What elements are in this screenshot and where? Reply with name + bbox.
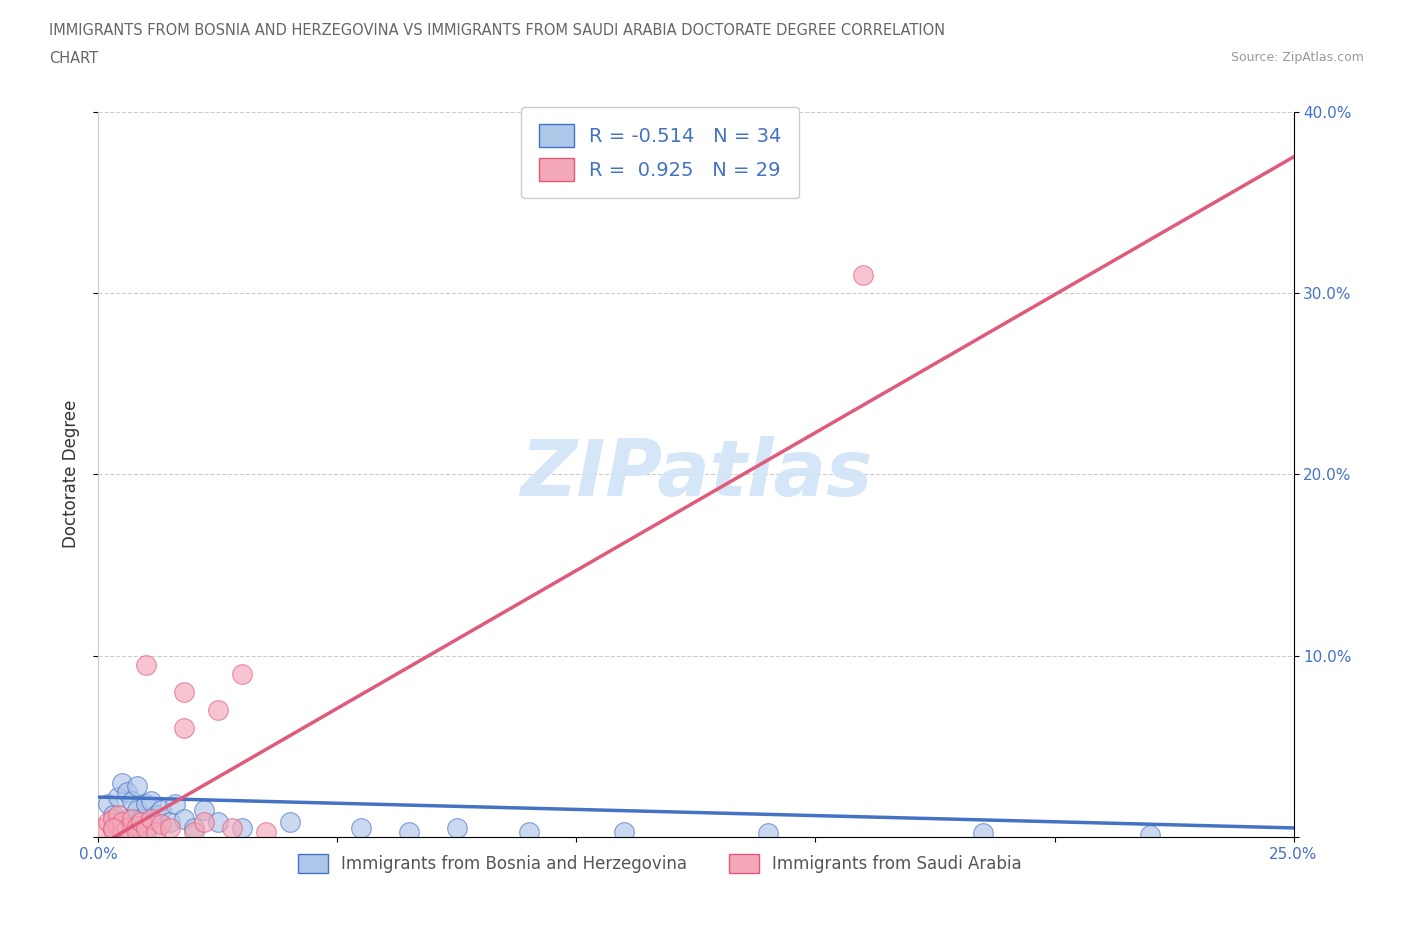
Point bbox=[145, 824, 167, 839]
Point bbox=[159, 820, 181, 835]
Point bbox=[97, 797, 120, 812]
Point bbox=[517, 824, 540, 839]
Point bbox=[125, 803, 148, 817]
Text: Source: ZipAtlas.com: Source: ZipAtlas.com bbox=[1230, 51, 1364, 64]
Point bbox=[131, 815, 153, 830]
Point bbox=[101, 820, 124, 835]
Point bbox=[756, 826, 779, 841]
Point bbox=[121, 811, 143, 827]
Text: IMMIGRANTS FROM BOSNIA AND HERZEGOVINA VS IMMIGRANTS FROM SAUDI ARABIA DOCTORATE: IMMIGRANTS FROM BOSNIA AND HERZEGOVINA V… bbox=[49, 23, 945, 38]
Point bbox=[446, 820, 468, 835]
Point bbox=[125, 818, 148, 833]
Point bbox=[278, 815, 301, 830]
Point bbox=[115, 811, 138, 827]
Point bbox=[135, 824, 157, 839]
Y-axis label: Doctorate Degree: Doctorate Degree bbox=[62, 400, 80, 549]
Point bbox=[149, 817, 172, 831]
Text: CHART: CHART bbox=[49, 51, 98, 66]
Point bbox=[183, 820, 205, 835]
Point bbox=[163, 797, 186, 812]
Point bbox=[398, 824, 420, 839]
Point bbox=[231, 820, 253, 835]
Point bbox=[139, 793, 162, 808]
Point bbox=[131, 811, 153, 827]
Point bbox=[1139, 828, 1161, 843]
Point bbox=[173, 684, 195, 699]
Point bbox=[107, 815, 129, 830]
Point bbox=[111, 776, 134, 790]
Point bbox=[135, 658, 157, 672]
Legend: Immigrants from Bosnia and Herzegovina, Immigrants from Saudi Arabia: Immigrants from Bosnia and Herzegovina, … bbox=[291, 847, 1029, 880]
Point bbox=[613, 824, 636, 839]
Point bbox=[115, 820, 138, 835]
Point bbox=[207, 815, 229, 830]
Point bbox=[193, 803, 215, 817]
Point bbox=[101, 822, 124, 837]
Point bbox=[107, 808, 129, 823]
Text: ZIPatlas: ZIPatlas bbox=[520, 436, 872, 512]
Point bbox=[111, 820, 134, 835]
Point bbox=[149, 803, 172, 817]
Point bbox=[91, 820, 114, 835]
Point bbox=[135, 797, 157, 812]
Point bbox=[972, 826, 994, 841]
Point bbox=[183, 824, 205, 839]
Point bbox=[159, 815, 181, 830]
Point bbox=[125, 824, 148, 839]
Point bbox=[101, 811, 124, 827]
Point bbox=[135, 820, 157, 835]
Point bbox=[139, 811, 162, 827]
Point bbox=[231, 667, 253, 682]
Point bbox=[350, 820, 373, 835]
Point bbox=[254, 824, 277, 839]
Point bbox=[207, 703, 229, 718]
Point bbox=[121, 793, 143, 808]
Point bbox=[173, 811, 195, 827]
Point bbox=[101, 808, 124, 823]
Point bbox=[97, 815, 120, 830]
Point bbox=[107, 790, 129, 804]
Point bbox=[115, 784, 138, 799]
Point bbox=[111, 824, 134, 839]
Point bbox=[107, 818, 129, 833]
Point bbox=[145, 808, 167, 823]
Point bbox=[111, 815, 134, 830]
Point bbox=[173, 721, 195, 736]
Point bbox=[121, 818, 143, 833]
Point bbox=[852, 268, 875, 283]
Point bbox=[193, 815, 215, 830]
Point bbox=[221, 820, 243, 835]
Point bbox=[125, 778, 148, 793]
